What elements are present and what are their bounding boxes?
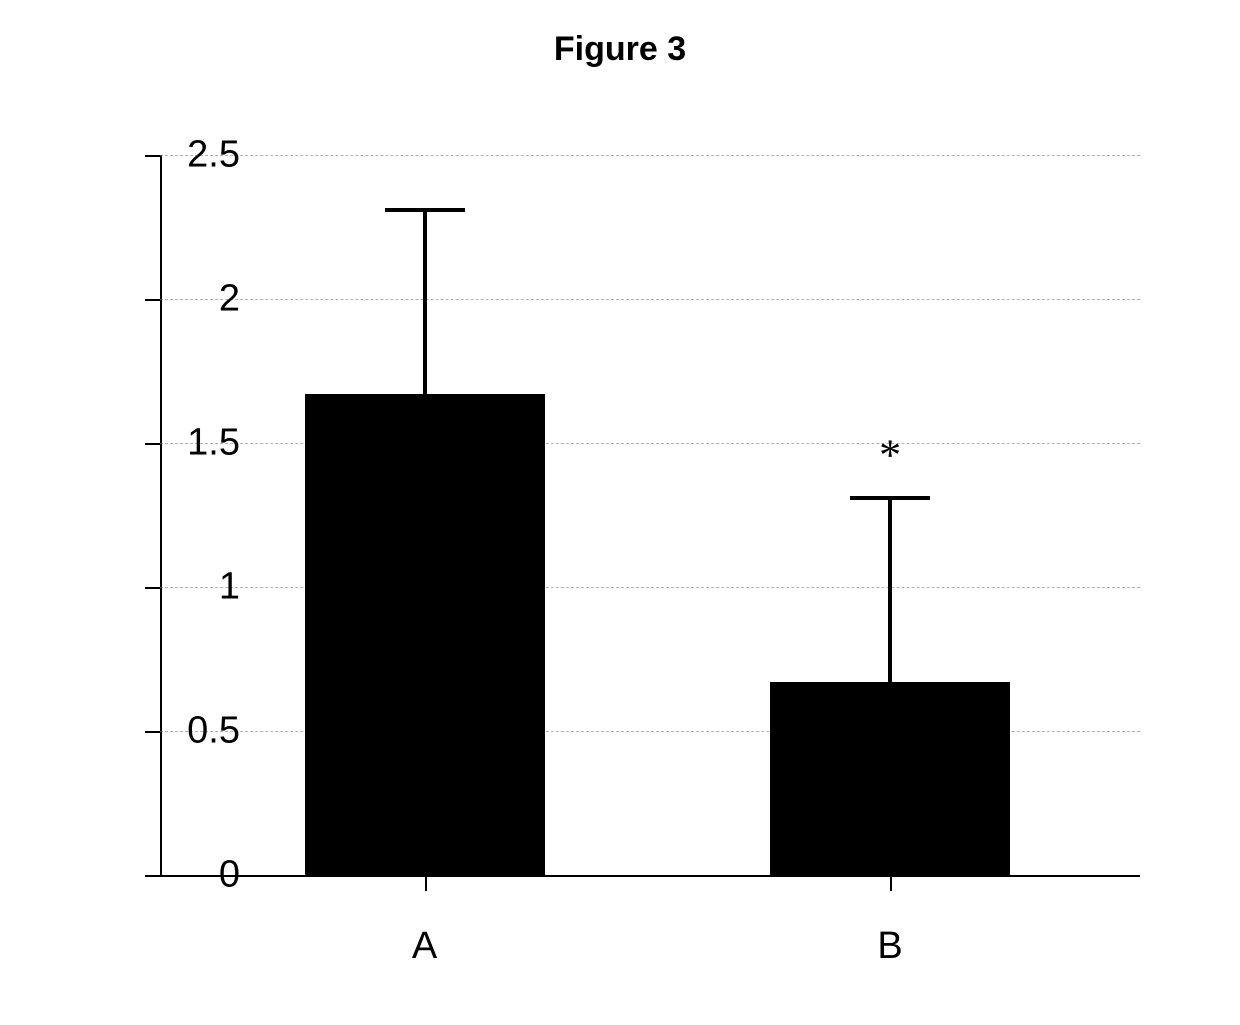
error-cap-A bbox=[385, 208, 465, 212]
bar-B bbox=[770, 682, 1010, 875]
error-stem-A bbox=[423, 210, 427, 394]
bar-chart: * bbox=[160, 155, 1140, 875]
figure-title: Figure 3 bbox=[554, 30, 686, 69]
y-tick-label: 1 bbox=[219, 566, 240, 609]
y-tick bbox=[145, 155, 160, 157]
y-tick bbox=[145, 443, 160, 445]
y-tick bbox=[145, 299, 160, 301]
bar-A bbox=[305, 394, 545, 875]
error-stem-B bbox=[888, 498, 892, 682]
y-tick-label: 0.5 bbox=[187, 710, 240, 753]
x-label-B: B bbox=[877, 925, 902, 968]
x-label-A: A bbox=[412, 925, 437, 968]
plot-region: * bbox=[160, 155, 1140, 875]
y-tick bbox=[145, 731, 160, 733]
gridline bbox=[160, 155, 1140, 156]
y-tick-label: 0 bbox=[219, 854, 240, 897]
y-tick-label: 2 bbox=[219, 278, 240, 321]
error-cap-B bbox=[850, 496, 930, 500]
significance-marker: * bbox=[879, 429, 901, 480]
x-tick bbox=[890, 875, 892, 891]
gridline bbox=[160, 299, 1140, 300]
y-tick bbox=[145, 587, 160, 589]
y-tick bbox=[145, 875, 160, 877]
y-axis bbox=[160, 155, 162, 875]
x-axis bbox=[160, 875, 1140, 877]
x-tick bbox=[425, 875, 427, 891]
y-tick-label: 1.5 bbox=[187, 422, 240, 465]
y-tick-label: 2.5 bbox=[187, 134, 240, 177]
